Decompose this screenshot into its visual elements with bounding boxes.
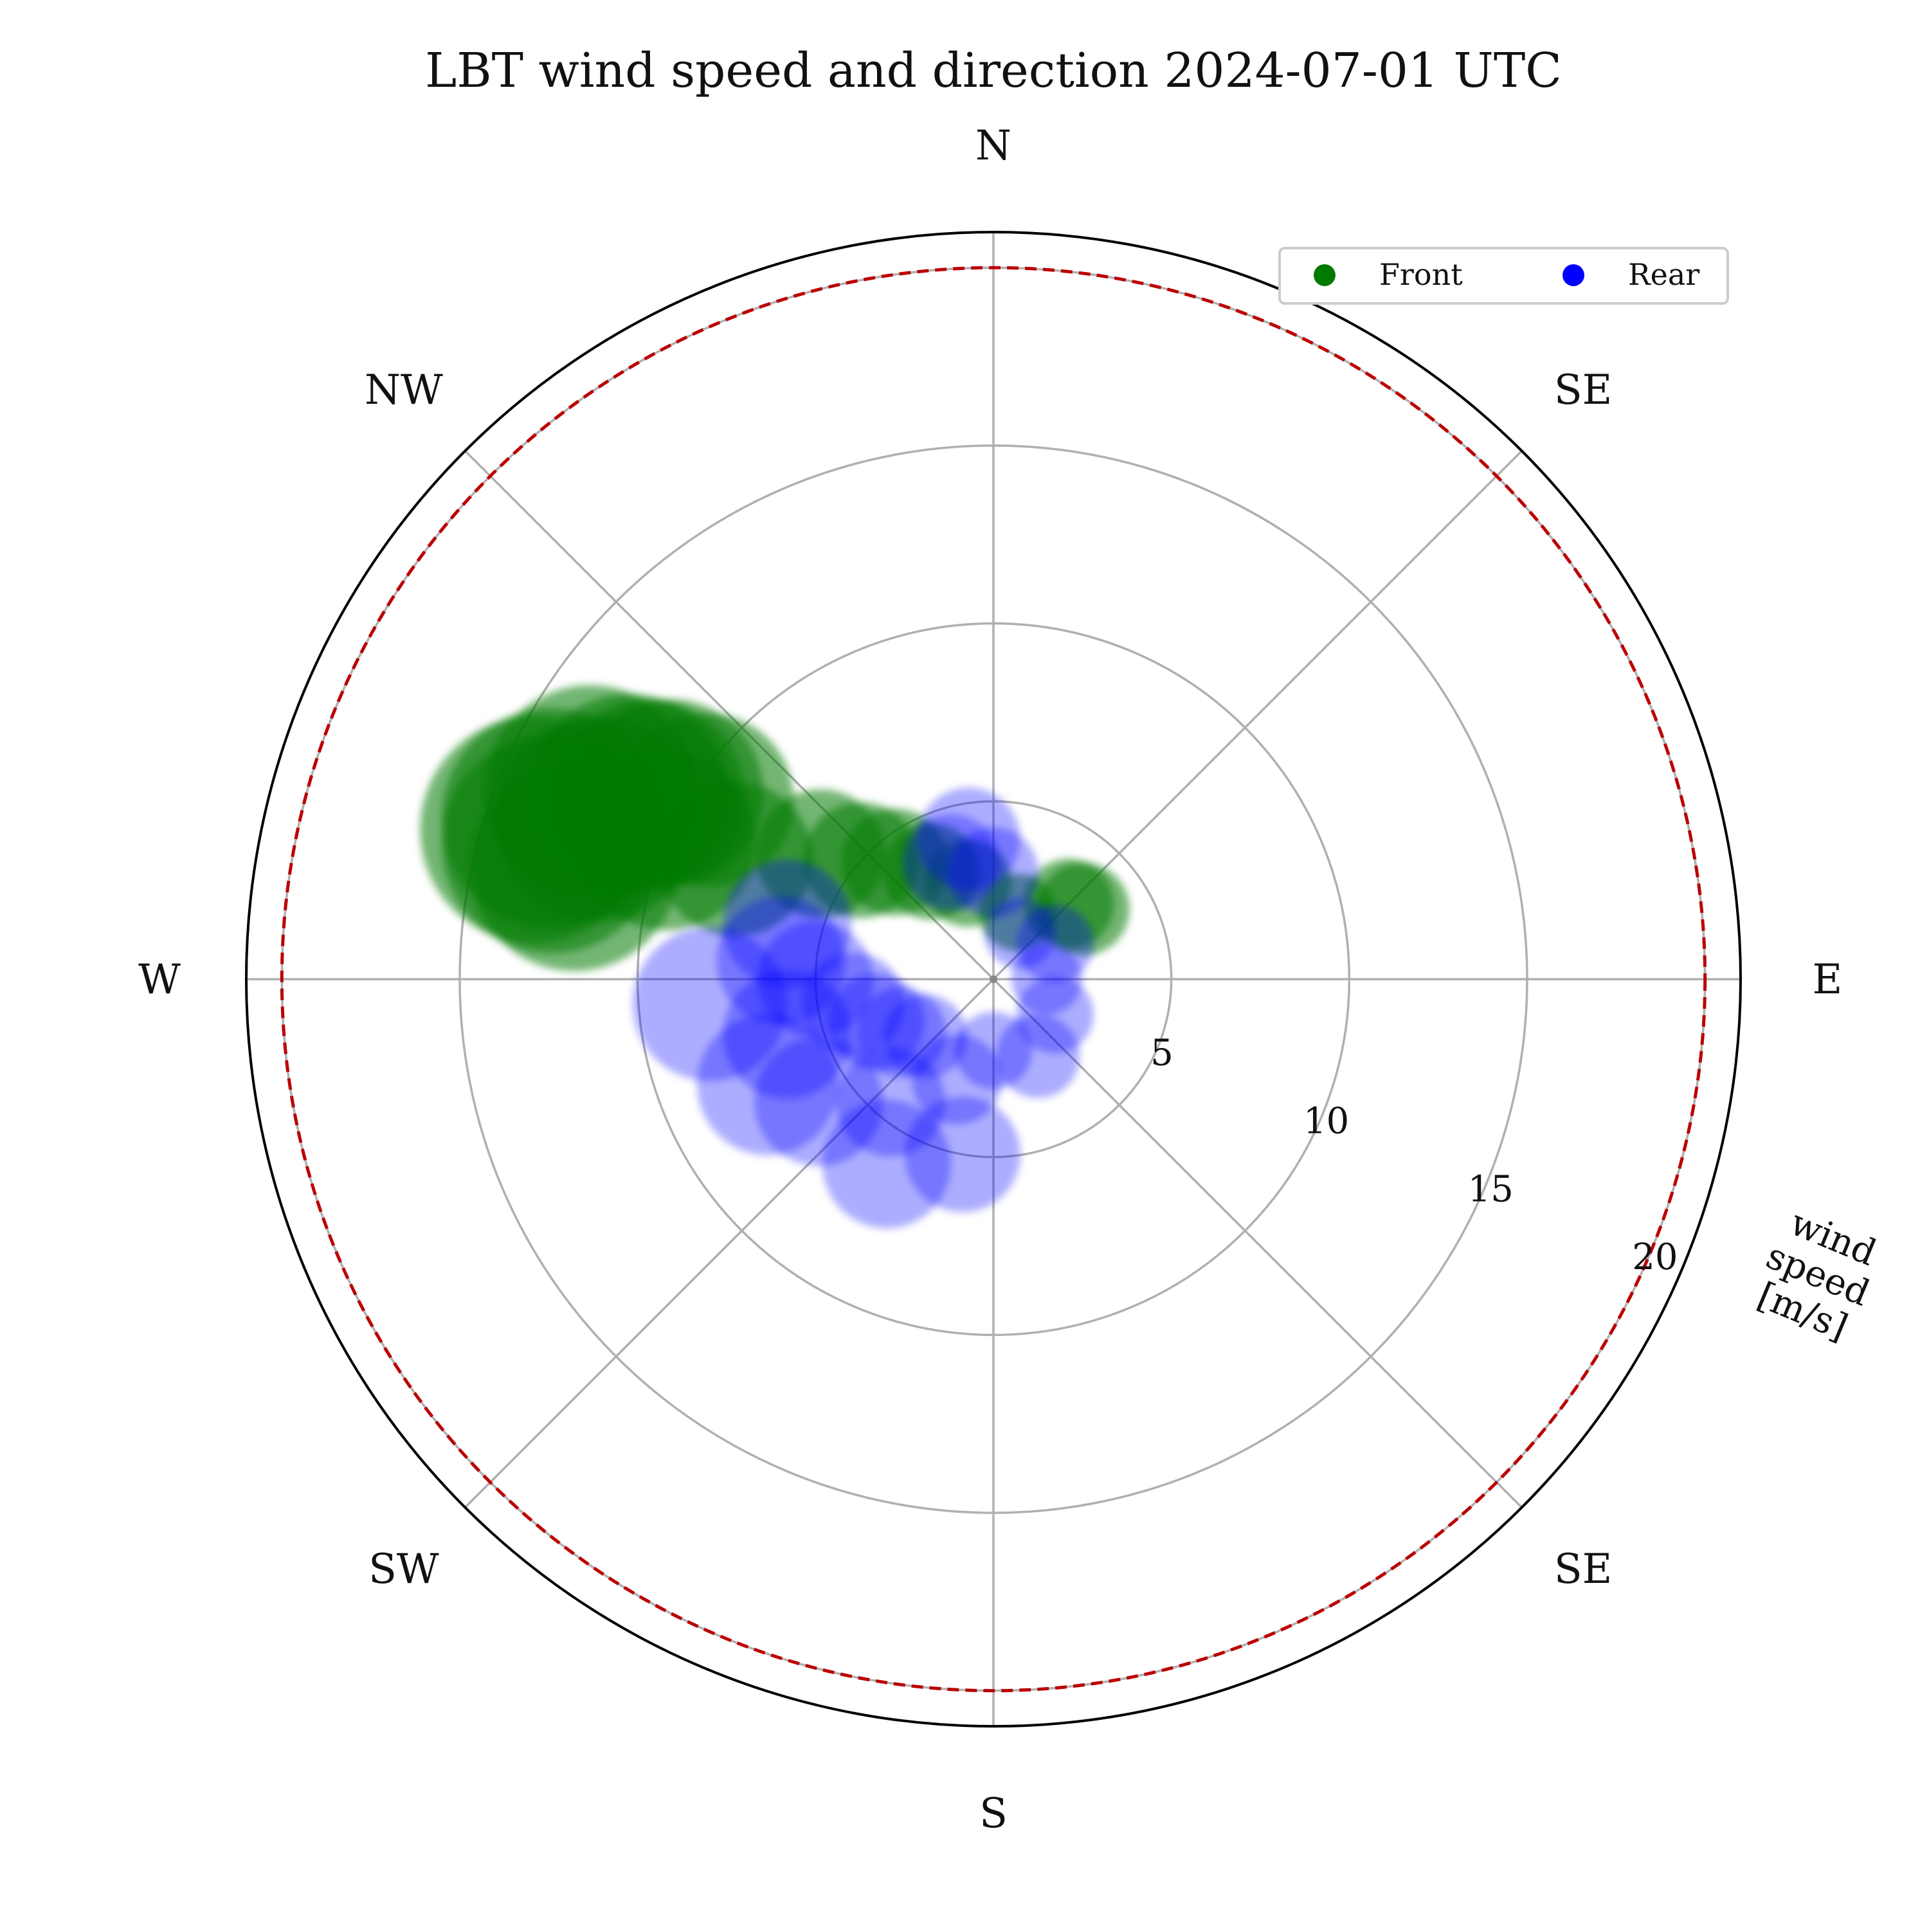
direction-label-ne: SE xyxy=(1554,366,1613,414)
outer-frame xyxy=(245,231,1742,1728)
radial-tick-label: 15 xyxy=(1468,1168,1514,1210)
series-rear xyxy=(633,788,1094,1229)
direction-label-se: SE xyxy=(1554,1546,1613,1593)
data-point-rear xyxy=(723,860,852,989)
legend-marker-rear xyxy=(1562,264,1584,286)
series-front xyxy=(420,685,1130,971)
legend-marker-front xyxy=(1314,264,1336,286)
direction-label-nw: NW xyxy=(365,366,443,414)
scatter-points xyxy=(420,685,1130,1229)
legend-label-rear: Rear xyxy=(1628,257,1699,292)
legend-box xyxy=(1278,247,1729,305)
legend-label-front: Front xyxy=(1379,257,1463,292)
polar-frame xyxy=(245,231,1742,1728)
direction-label-sw: SW xyxy=(368,1546,439,1593)
data-point-rear xyxy=(902,814,999,911)
center-point xyxy=(990,975,997,983)
data-point-front xyxy=(575,750,756,930)
chart-title: LBT wind speed and direction 2024-07-01 … xyxy=(425,43,1562,98)
grid-spoke xyxy=(992,978,1523,1508)
radial-tick-label: 20 xyxy=(1632,1236,1678,1278)
limit-circle xyxy=(280,266,1707,1693)
radial-tick-labels: 5 10 15 20 xyxy=(1150,1033,1678,1279)
direction-label-e: E xyxy=(1813,956,1843,1004)
radial-tick-label: 10 xyxy=(1303,1100,1349,1142)
direction-label-n: N xyxy=(975,122,1011,170)
radial-axis-label: wind speed [m/s] xyxy=(1752,1202,1882,1349)
radial-tick-label: 5 xyxy=(1150,1033,1173,1074)
direction-labels: N SE E SE S SW W NW xyxy=(138,122,1842,1837)
legend: Front Rear xyxy=(1278,247,1729,305)
direction-label-s: S xyxy=(979,1790,1008,1837)
data-point-rear xyxy=(904,1096,1020,1213)
direction-label-w: W xyxy=(138,956,181,1004)
